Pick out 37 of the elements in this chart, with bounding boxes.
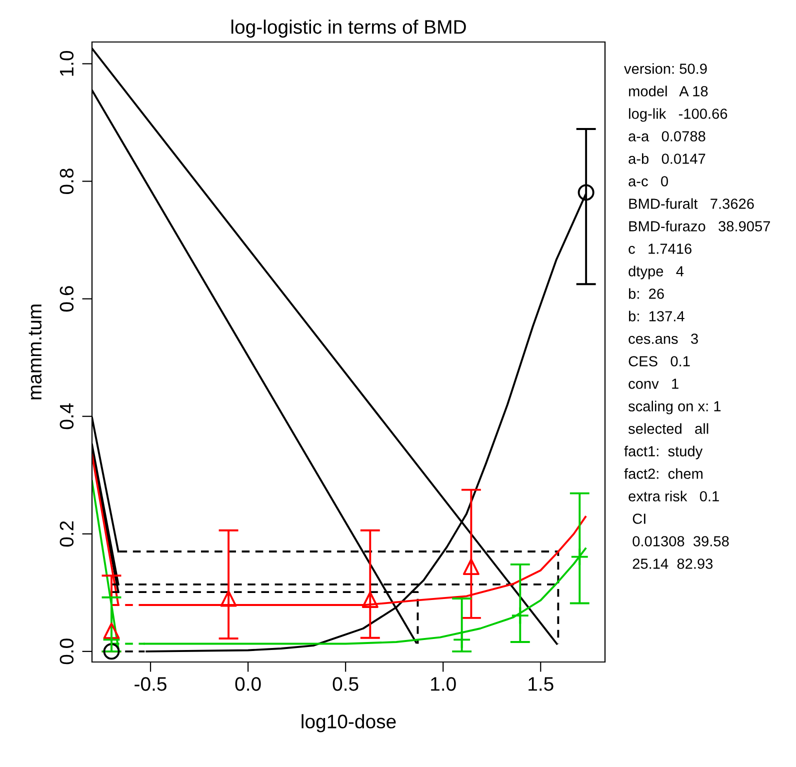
text: a-b 0.0147 xyxy=(628,153,706,164)
chart-title: log-logistic in terms of BMD xyxy=(231,20,466,38)
y-axis-title: mamm.tum xyxy=(28,304,42,400)
y-tick-label: 0.2 xyxy=(60,521,74,547)
x-tick-label: 0.0 xyxy=(235,677,261,691)
text: conv 1 xyxy=(628,378,678,389)
text: fact2: chem xyxy=(624,468,702,479)
x-axis-title: log10-dose xyxy=(302,714,396,732)
y-tick-label: 1.0 xyxy=(60,50,74,76)
x-tick-label: -0.5 xyxy=(134,677,166,691)
text: a-a 0.0788 xyxy=(628,131,706,142)
text: extra risk 0.1 xyxy=(628,490,719,502)
text: 0.01308 39.58 xyxy=(632,536,729,546)
text: selected all xyxy=(628,423,708,434)
y-tick-label: 0.8 xyxy=(60,168,74,194)
text: c 1.7416 xyxy=(628,244,692,254)
text: b: 26 xyxy=(628,288,664,299)
text: a-c 0 xyxy=(628,176,668,186)
x-tick-label: 1.0 xyxy=(431,677,456,691)
text: 25.14 82.93 xyxy=(632,558,713,569)
text: BMD-furazo 38.9057 xyxy=(629,220,770,232)
text: model A 18 xyxy=(629,86,708,96)
y-tick-label: 0.6 xyxy=(60,286,74,312)
text: b: 137.4 xyxy=(628,310,684,322)
y-tick-label: 0.4 xyxy=(60,403,74,430)
text: log-lik -100.66 xyxy=(629,108,728,122)
text: scaling on x: 1 xyxy=(628,400,721,414)
text: CES 0.1 xyxy=(628,356,690,366)
x-tick-label: 1.5 xyxy=(528,677,554,691)
text: dtype 4 xyxy=(628,266,684,280)
y-tick-label: 0.0 xyxy=(60,638,74,664)
text: ces.ans 3 xyxy=(628,334,698,344)
text: version: 50.9 xyxy=(624,63,707,74)
text: fact1: study xyxy=(624,446,703,460)
text: CI xyxy=(632,514,646,524)
x-tick-label: 0.5 xyxy=(332,677,358,691)
text: BMD-furalt 7.3626 xyxy=(629,198,754,209)
